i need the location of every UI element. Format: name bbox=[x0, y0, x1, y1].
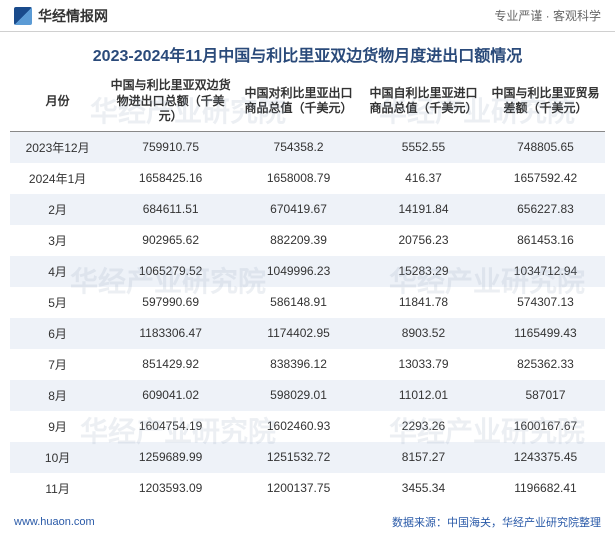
table-cell: 9月 bbox=[10, 411, 105, 442]
tagline: 专业严谨 · 客观科学 bbox=[494, 7, 601, 24]
table-row: 6月1183306.471174402.958903.521165499.43 bbox=[10, 318, 605, 349]
table-cell: 586148.91 bbox=[236, 287, 361, 318]
table-cell: 4月 bbox=[10, 256, 105, 287]
table-header-cell: 中国与利比里亚双边货物进出口总额（千美元） bbox=[105, 72, 236, 131]
brand-text: 华经情报网 bbox=[38, 6, 108, 26]
table-header-cell: 中国自利比里亚进口商品总值（千美元） bbox=[361, 72, 486, 131]
table-cell: 759910.75 bbox=[105, 131, 236, 163]
table-row: 2月684611.51670419.6714191.84656227.83 bbox=[10, 194, 605, 225]
table-cell: 1049996.23 bbox=[236, 256, 361, 287]
table-row: 7月851429.92838396.1213033.79825362.33 bbox=[10, 349, 605, 380]
table-cell: 20756.23 bbox=[361, 225, 486, 256]
table-row: 5月597990.69586148.9111841.78574307.13 bbox=[10, 287, 605, 318]
footer: www.huaon.com 数据来源：中国海关，华经产业研究院整理 bbox=[0, 508, 615, 536]
table-cell: 1203593.09 bbox=[105, 473, 236, 504]
table-cell: 11841.78 bbox=[361, 287, 486, 318]
table-cell: 838396.12 bbox=[236, 349, 361, 380]
table-cell: 597990.69 bbox=[105, 287, 236, 318]
table-cell: 598029.01 bbox=[236, 380, 361, 411]
table-cell: 1165499.43 bbox=[486, 318, 605, 349]
footer-url: www.huaon.com bbox=[14, 516, 95, 528]
brand-logo-icon bbox=[14, 7, 32, 25]
table-cell: 11月 bbox=[10, 473, 105, 504]
table-cell: 1602460.93 bbox=[236, 411, 361, 442]
table-cell: 1243375.45 bbox=[486, 442, 605, 473]
table-cell: 1604754.19 bbox=[105, 411, 236, 442]
table-cell: 10月 bbox=[10, 442, 105, 473]
table-container: 月份中国与利比里亚双边货物进出口总额（千美元）中国对利比里亚出口商品总值（千美元… bbox=[0, 72, 615, 504]
header-bar: 华经情报网 专业严谨 · 客观科学 bbox=[0, 0, 615, 32]
table-cell: 7月 bbox=[10, 349, 105, 380]
table-body: 2023年12月759910.75754358.25552.55748805.6… bbox=[10, 131, 605, 504]
table-cell: 882209.39 bbox=[236, 225, 361, 256]
table-cell: 851429.92 bbox=[105, 349, 236, 380]
table-cell: 587017 bbox=[486, 380, 605, 411]
table-cell: 1183306.47 bbox=[105, 318, 236, 349]
table-cell: 1174402.95 bbox=[236, 318, 361, 349]
table-cell: 6月 bbox=[10, 318, 105, 349]
table-cell: 1657592.42 bbox=[486, 163, 605, 194]
table-cell: 8157.27 bbox=[361, 442, 486, 473]
table-cell: 684611.51 bbox=[105, 194, 236, 225]
table-cell: 3455.34 bbox=[361, 473, 486, 504]
table-cell: 825362.33 bbox=[486, 349, 605, 380]
brand: 华经情报网 bbox=[14, 6, 108, 26]
table-row: 11月1203593.091200137.753455.341196682.41 bbox=[10, 473, 605, 504]
table-cell: 902965.62 bbox=[105, 225, 236, 256]
table-cell: 13033.79 bbox=[361, 349, 486, 380]
table-row: 4月1065279.521049996.2315283.291034712.94 bbox=[10, 256, 605, 287]
table-cell: 2293.26 bbox=[361, 411, 486, 442]
table-cell: 3月 bbox=[10, 225, 105, 256]
table-row: 10月1259689.991251532.728157.271243375.45 bbox=[10, 442, 605, 473]
table-cell: 1200137.75 bbox=[236, 473, 361, 504]
table-cell: 574307.13 bbox=[486, 287, 605, 318]
table-cell: 5552.55 bbox=[361, 131, 486, 163]
table-cell: 15283.29 bbox=[361, 256, 486, 287]
table-cell: 1259689.99 bbox=[105, 442, 236, 473]
table-cell: 1196682.41 bbox=[486, 473, 605, 504]
table-header-cell: 月份 bbox=[10, 72, 105, 131]
table-cell: 1251532.72 bbox=[236, 442, 361, 473]
table-cell: 8903.52 bbox=[361, 318, 486, 349]
data-table: 月份中国与利比里亚双边货物进出口总额（千美元）中国对利比里亚出口商品总值（千美元… bbox=[10, 72, 605, 504]
table-cell: 1600167.67 bbox=[486, 411, 605, 442]
table-cell: 861453.16 bbox=[486, 225, 605, 256]
table-cell: 670419.67 bbox=[236, 194, 361, 225]
table-cell: 1065279.52 bbox=[105, 256, 236, 287]
table-cell: 2月 bbox=[10, 194, 105, 225]
table-row: 2024年1月1658425.161658008.79416.371657592… bbox=[10, 163, 605, 194]
table-cell: 5月 bbox=[10, 287, 105, 318]
table-cell: 416.37 bbox=[361, 163, 486, 194]
table-cell: 2024年1月 bbox=[10, 163, 105, 194]
table-header-row: 月份中国与利比里亚双边货物进出口总额（千美元）中国对利比里亚出口商品总值（千美元… bbox=[10, 72, 605, 131]
table-cell: 748805.65 bbox=[486, 131, 605, 163]
table-cell: 656227.83 bbox=[486, 194, 605, 225]
table-cell: 8月 bbox=[10, 380, 105, 411]
table-cell: 2023年12月 bbox=[10, 131, 105, 163]
table-cell: 754358.2 bbox=[236, 131, 361, 163]
table-cell: 11012.01 bbox=[361, 380, 486, 411]
table-row: 2023年12月759910.75754358.25552.55748805.6… bbox=[10, 131, 605, 163]
table-row: 9月1604754.191602460.932293.261600167.67 bbox=[10, 411, 605, 442]
table-cell: 1034712.94 bbox=[486, 256, 605, 287]
table-cell: 14191.84 bbox=[361, 194, 486, 225]
table-row: 8月609041.02598029.0111012.01587017 bbox=[10, 380, 605, 411]
footer-source: 数据来源：中国海关，华经产业研究院整理 bbox=[392, 514, 601, 530]
table-cell: 609041.02 bbox=[105, 380, 236, 411]
table-cell: 1658008.79 bbox=[236, 163, 361, 194]
table-cell: 1658425.16 bbox=[105, 163, 236, 194]
table-row: 3月902965.62882209.3920756.23861453.16 bbox=[10, 225, 605, 256]
table-header-cell: 中国与利比里亚贸易差额（千美元） bbox=[486, 72, 605, 131]
page-title: 2023-2024年11月中国与利比里亚双边货物月度进出口额情况 bbox=[0, 32, 615, 72]
table-header-cell: 中国对利比里亚出口商品总值（千美元） bbox=[236, 72, 361, 131]
